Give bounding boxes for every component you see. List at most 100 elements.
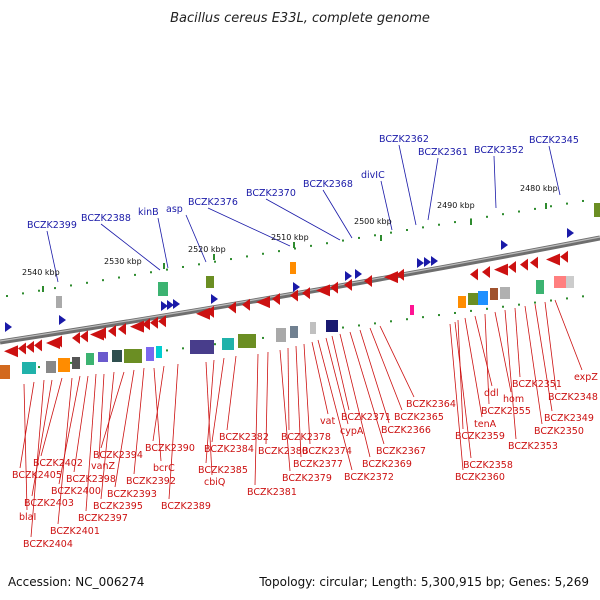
reverse-gene-label: tenA [474, 419, 497, 430]
reverse-leader-line [475, 316, 492, 386]
reverse-gene-label: BCZK2390 [145, 443, 195, 454]
forward-gene-arrow [59, 315, 66, 325]
reverse-leader-line [370, 328, 402, 410]
forward-gene-arrow [501, 240, 508, 250]
inner-tick [550, 300, 552, 302]
reverse-gene-label: BCZK2382 [219, 432, 269, 443]
forward-gene-arrow [355, 269, 362, 279]
outer-tick [230, 258, 232, 260]
reverse-gene-label: BCZK2367 [376, 446, 426, 457]
reverse-gene-label: BCZK2365 [394, 412, 444, 423]
forward-gene-label: divIC [361, 170, 385, 181]
inner-tick [358, 324, 360, 326]
scale-label: 2510 kbp [271, 233, 309, 242]
forward-gene-arrow [431, 256, 438, 266]
scale-label: 2540 kbp [22, 268, 60, 277]
outer-tick [502, 213, 504, 215]
reverse-gene-arrow [560, 251, 568, 263]
reverse-gene-arrow [470, 268, 478, 280]
outer-tick [70, 284, 72, 286]
forward-gene-arrow [567, 228, 574, 238]
scale-label: 2530 kbp [104, 257, 142, 266]
reverse-gene-arrow [508, 261, 516, 273]
cog-category-box [222, 338, 234, 350]
forward-gene-label: BCZK2345 [529, 135, 579, 146]
outer-tick [550, 205, 552, 207]
reverse-gene-label: BCZK2400 [51, 486, 101, 497]
forward-gene-label: kinB [138, 207, 159, 218]
inner-tick [38, 366, 40, 368]
cog-category-box [98, 352, 108, 362]
cog-category-box [490, 288, 498, 300]
inner-tick [166, 349, 168, 351]
reverse-gene-arrow [384, 271, 398, 283]
cog-category-box [146, 347, 154, 361]
cog-category-box [468, 293, 478, 305]
forward-leader-line [323, 190, 352, 238]
forward-leader-line [186, 215, 206, 262]
forward-gene-arrow [424, 257, 431, 267]
reverse-leader-line [555, 300, 582, 370]
inner-tick [486, 308, 488, 310]
reverse-gene-label: BCZK2378 [281, 432, 331, 443]
reverse-gene-arrow [546, 254, 560, 266]
cog-category-box [326, 320, 338, 332]
inner-tick [70, 362, 72, 364]
major-tick [42, 286, 44, 292]
outer-tick [390, 232, 392, 234]
outer-tick [358, 237, 360, 239]
reverse-leader-line [360, 330, 389, 423]
reverse-gene-arrow [530, 257, 538, 269]
outer-tick [166, 269, 168, 271]
reverse-leader-line [206, 362, 212, 475]
outer-tick [38, 290, 40, 292]
reverse-gene-label: BCZK2350 [534, 426, 584, 437]
inner-tick [406, 318, 408, 320]
outer-tick [374, 234, 376, 236]
forward-gene-label: BCZK2376 [188, 197, 238, 208]
cog-category-box [72, 357, 80, 369]
reverse-gene-label: BCZK2374 [302, 446, 352, 457]
forward-gene-label: BCZK2388 [81, 213, 131, 224]
reverse-gene-label: BCZK2393 [107, 489, 157, 500]
reverse-leader-line [312, 342, 328, 414]
reverse-gene-label: BCZK2395 [93, 501, 143, 512]
reverse-gene-label: BCZK2404 [23, 539, 73, 550]
reverse-leader-line [288, 348, 289, 430]
reverse-leader-line [41, 378, 62, 456]
major-tick [470, 219, 472, 225]
reverse-gene-label: BCZK2398 [66, 474, 116, 485]
forward-gene-label: BCZK2399 [27, 220, 77, 231]
cog-category-box [156, 346, 162, 358]
major-tick [293, 242, 295, 248]
major-tick [213, 254, 215, 260]
scale-label: 2500 kbp [354, 217, 392, 226]
reverse-gene-label: BCZK2402 [33, 458, 83, 469]
scale-label: 2520 kbp [188, 245, 226, 254]
map-title: Bacillus cereus E33L, complete genome [170, 11, 430, 26]
reverse-gene-arrow [482, 266, 490, 278]
outer-tick [342, 240, 344, 242]
forward-gene-arrow [293, 282, 300, 292]
inner-tick [454, 312, 456, 314]
forward-gene-arrow [161, 301, 168, 311]
cog-category-box [594, 203, 600, 217]
forward-gene-label: BCZK2352 [474, 145, 524, 156]
outer-tick [278, 250, 280, 252]
outer-tick [262, 253, 264, 255]
reverse-gene-label: expZ [574, 372, 598, 383]
cog-category-box [536, 280, 544, 294]
reverse-gene-label: BCZK2359 [455, 431, 505, 442]
cog-category-box [56, 296, 62, 308]
outer-tick [422, 226, 424, 228]
reverse-gene-label: BCZK2397 [78, 513, 128, 524]
outer-tick [310, 245, 312, 247]
reverse-gene-label: BCZK2355 [481, 406, 531, 417]
forward-gene-arrow [5, 322, 12, 332]
reverse-gene-arrow [316, 284, 330, 296]
forward-gene-label: BCZK2362 [379, 134, 429, 145]
reverse-gene-label: BCZK2377 [293, 459, 343, 470]
outer-tick [534, 208, 536, 210]
reverse-leader-line [458, 320, 463, 429]
outer-tick [102, 279, 104, 281]
